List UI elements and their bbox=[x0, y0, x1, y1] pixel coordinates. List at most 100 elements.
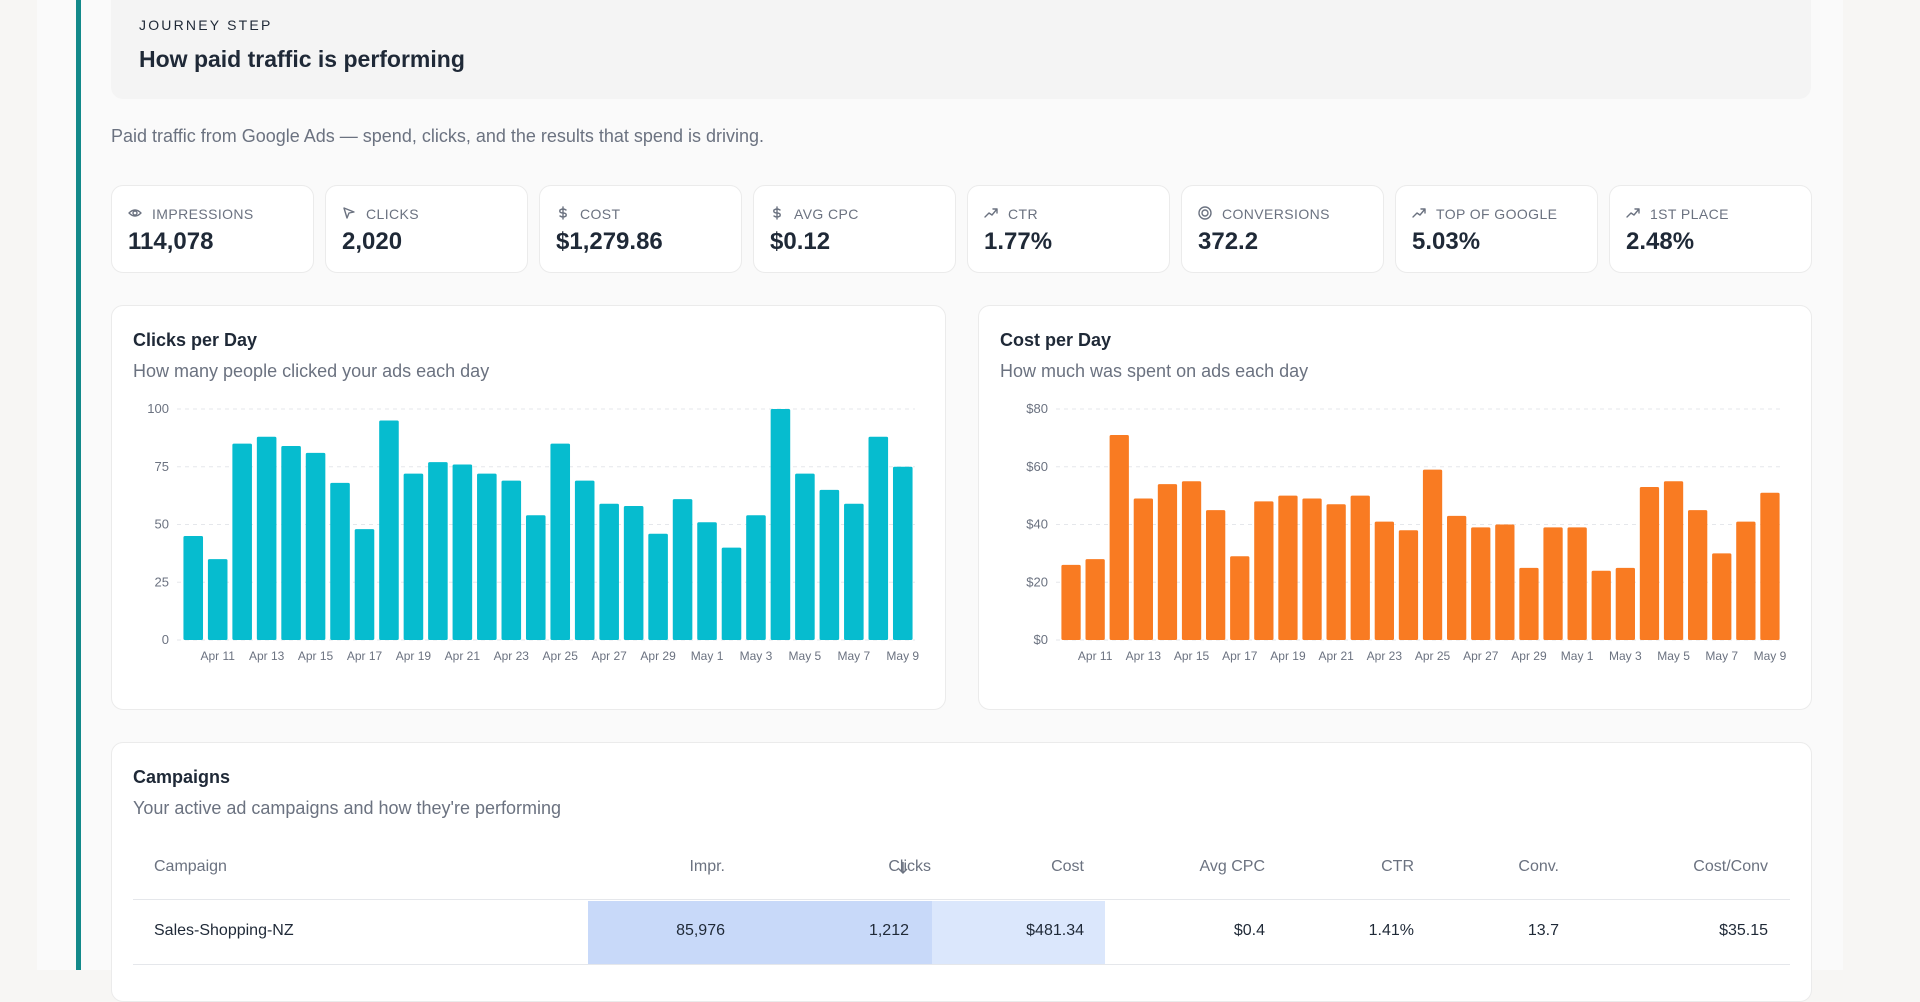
kpi-label: CONVERSIONS bbox=[1222, 206, 1330, 222]
kpi-value: 1.77% bbox=[984, 228, 1053, 255]
kpi-card: CONVERSIONS 372.2 bbox=[1181, 185, 1384, 273]
table-title: Campaigns bbox=[133, 767, 231, 787]
icon-path bbox=[559, 206, 567, 220]
chart-subtitle: How many people clicked your ads each da… bbox=[133, 361, 490, 381]
bar bbox=[1688, 510, 1708, 640]
x-tick-label: Apr 29 bbox=[1511, 649, 1547, 663]
x-tick-label: May 7 bbox=[837, 649, 870, 663]
bar bbox=[354, 529, 375, 640]
kpi-icon bbox=[1626, 208, 1640, 218]
icon-path bbox=[1412, 208, 1426, 218]
bar bbox=[525, 515, 546, 640]
kpi-value: $1,279.86 bbox=[556, 228, 663, 255]
x-tick-label: Apr 11 bbox=[1078, 649, 1113, 663]
bar bbox=[550, 443, 571, 640]
kpi-card: 1ST PLACE 2.48% bbox=[1609, 185, 1812, 273]
kpi-value: 5.03% bbox=[1412, 228, 1481, 255]
table-cell: 1,212 bbox=[868, 922, 909, 939]
icon-path bbox=[343, 207, 355, 219]
bar bbox=[1760, 492, 1780, 640]
bar bbox=[379, 420, 399, 640]
x-tick-label: Apr 17 bbox=[347, 649, 383, 663]
heat-cell bbox=[932, 901, 1105, 964]
bar bbox=[1471, 527, 1491, 640]
x-tick-label: Apr 25 bbox=[543, 649, 579, 663]
kpi-card: COST $1,279.86 bbox=[539, 185, 742, 273]
icon-path bbox=[1198, 206, 1212, 220]
x-tick-label: Apr 25 bbox=[1415, 649, 1451, 663]
kpi-card: IMPRESSIONS 114,078 bbox=[111, 185, 314, 273]
x-tick-label: Apr 15 bbox=[1174, 649, 1210, 663]
kpi-icon bbox=[559, 206, 567, 220]
x-tick-label: May 1 bbox=[691, 649, 724, 663]
bar bbox=[281, 445, 301, 640]
kpi-card: CLICKS 2,020 bbox=[325, 185, 528, 273]
kpi-label: CTR bbox=[1008, 206, 1038, 222]
bar bbox=[207, 559, 228, 640]
y-tick-label: 100 bbox=[147, 401, 169, 416]
bar bbox=[1712, 553, 1732, 640]
bar bbox=[1374, 521, 1394, 640]
x-tick-label: May 9 bbox=[886, 649, 919, 663]
column-header: Avg CPC bbox=[1199, 858, 1265, 875]
bar bbox=[697, 522, 717, 640]
sort-arrow bbox=[898, 862, 908, 874]
kpi-card: AVG CPC $0.12 bbox=[753, 185, 956, 273]
chart: 0 25 50 75 100 Apr 11 Apr 13 Apr 15 Apr 17 Apr 19… bbox=[147, 401, 919, 663]
sort-icon bbox=[898, 862, 908, 874]
bar bbox=[1495, 524, 1515, 640]
bar bbox=[428, 462, 448, 640]
bar bbox=[746, 515, 766, 640]
bar bbox=[1206, 510, 1226, 640]
kpi-value: 2,020 bbox=[342, 228, 403, 255]
kpi-value: 114,078 bbox=[128, 228, 214, 255]
heat-cell bbox=[746, 901, 932, 964]
bar bbox=[501, 480, 522, 640]
bar bbox=[1567, 527, 1587, 640]
chart: $0 $20 $40 $60 $80 Apr 11 Apr 13 Apr 15 Apr 17 Ap… bbox=[1026, 401, 1786, 663]
bar bbox=[256, 436, 277, 640]
kpi-icon bbox=[343, 207, 355, 219]
kpi-icon bbox=[984, 208, 998, 218]
icon-path bbox=[984, 208, 998, 218]
bar bbox=[452, 464, 473, 640]
kpi-card: TOP OF GOOGLE 5.03% bbox=[1395, 185, 1598, 273]
column-header: Cost bbox=[1051, 858, 1084, 875]
bar bbox=[1447, 515, 1467, 640]
bar bbox=[574, 480, 595, 640]
kpi-label: 1ST PLACE bbox=[1650, 206, 1729, 222]
y-tick-label: 0 bbox=[162, 632, 169, 647]
x-tick-label: May 3 bbox=[1609, 649, 1642, 663]
kpi-label: COST bbox=[580, 206, 621, 222]
description: Paid traffic from Google Ads — spend, cl… bbox=[111, 126, 764, 146]
column-header: CTR bbox=[1381, 858, 1414, 875]
charts: 0 25 50 75 100 Apr 11 Apr 13 Apr 15 Apr 17 Apr 19… bbox=[147, 401, 1786, 663]
eyebrow: JOURNEY STEP bbox=[139, 17, 273, 33]
bar bbox=[844, 503, 864, 640]
bar bbox=[305, 452, 326, 640]
header-rule bbox=[133, 899, 1790, 900]
bar bbox=[1543, 527, 1563, 640]
table-cell: $0.4 bbox=[1233, 922, 1265, 939]
kpi-value: 2.48% bbox=[1626, 228, 1695, 255]
bar bbox=[1326, 504, 1346, 640]
bar bbox=[232, 443, 252, 640]
y-tick-label: $60 bbox=[1026, 459, 1048, 474]
y-tick-label: $0 bbox=[1034, 632, 1048, 647]
kpi-label: CLICKS bbox=[366, 206, 419, 222]
y-tick-label: 25 bbox=[155, 574, 169, 589]
y-tick-label: 75 bbox=[155, 459, 169, 474]
column-header: Cost/Conv bbox=[1693, 858, 1768, 875]
bar bbox=[1519, 567, 1539, 640]
bar bbox=[1133, 498, 1153, 640]
x-tick-label: Apr 13 bbox=[1126, 649, 1162, 663]
kpi-value: 372.2 bbox=[1198, 228, 1259, 255]
kpi-icon bbox=[128, 209, 142, 217]
x-tick-label: Apr 13 bbox=[249, 649, 285, 663]
x-tick-label: May 7 bbox=[1705, 649, 1738, 663]
chart-title: Cost per Day bbox=[1000, 330, 1112, 350]
x-tick-label: Apr 21 bbox=[445, 649, 481, 663]
chart-subtitle: How much was spent on ads each day bbox=[1000, 361, 1309, 381]
bar bbox=[770, 409, 791, 640]
kpi-card: CTR 1.77% bbox=[967, 185, 1170, 273]
